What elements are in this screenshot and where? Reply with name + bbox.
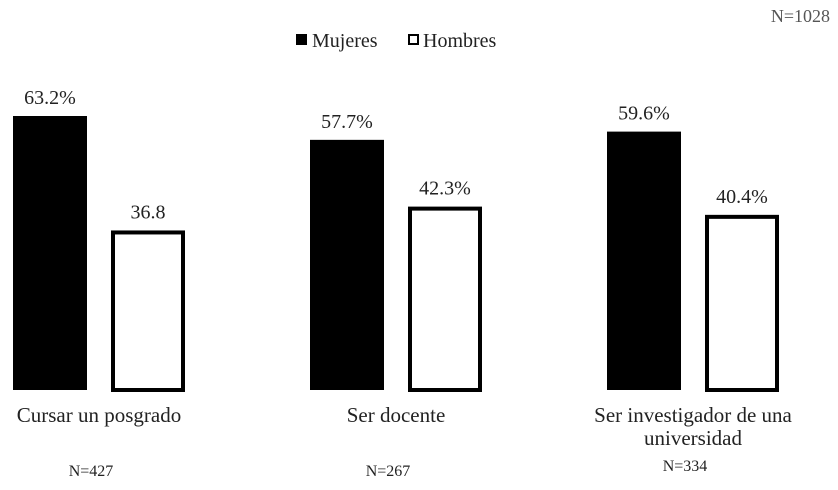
category-label-cursar-un-posgrado: Cursar un posgrado: [17, 403, 181, 427]
data-label-mujeres-ser-investigador-de-una-universidad: 59.6%: [618, 103, 670, 125]
legend: Mujeres Hombres: [296, 30, 497, 52]
sample-size-cursar-un-posgrado: N=427: [69, 463, 114, 480]
data-label-mujeres-ser-docente: 57.7%: [321, 111, 373, 133]
bar-hombres-cursar-un-posgrado: [111, 230, 185, 392]
category-label-ser-investigador-de-una-universidad-line-1: Ser investigador de una: [594, 403, 792, 427]
legend-swatch-hombres: [408, 34, 419, 45]
sample-size-ser-investigador-de-una-universidad: N=334: [663, 458, 708, 475]
legend-label-hombres: Hombres: [423, 30, 497, 52]
sample-size-ser-docente: N=267: [366, 463, 411, 480]
total-sample-size: N=1028: [770, 6, 830, 26]
data-label-hombres-ser-docente: 42.3%: [419, 178, 471, 200]
data-label-mujeres-cursar-un-posgrado: 63.2%: [24, 87, 76, 109]
legend-swatch-mujeres: [296, 34, 307, 45]
bar-hombres-ser-docente: [408, 206, 482, 392]
category-label-ser-docente: Ser docente: [347, 403, 446, 427]
data-label-hombres-cursar-un-posgrado: 36.8: [131, 201, 166, 223]
bar-mujeres-ser-investigador-de-una-universidad: [607, 131, 681, 390]
category-label-ser-investigador-de-una-universidad-line-2: universidad: [644, 426, 742, 450]
bar-hombres-ser-investigador-de-una-universidad: [705, 214, 779, 392]
legend-label-mujeres: Mujeres: [312, 30, 378, 52]
bar-mujeres-cursar-un-posgrado: [13, 116, 87, 390]
bar-mujeres-ser-docente: [310, 139, 384, 390]
data-label-hombres-ser-investigador-de-una-universidad: 40.4%: [716, 186, 768, 208]
